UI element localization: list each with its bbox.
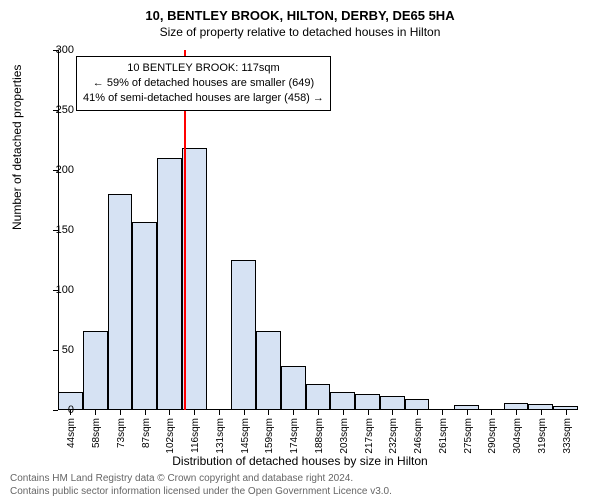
x-tick-label: 159sqm bbox=[264, 418, 275, 454]
attribution-footer: Contains HM Land Registry data © Crown c… bbox=[10, 472, 392, 498]
histogram-bar bbox=[108, 194, 133, 410]
histogram-bar bbox=[256, 331, 281, 410]
footer-line2: Contains public sector information licen… bbox=[10, 485, 392, 498]
chart-title-address: 10, BENTLEY BROOK, HILTON, DERBY, DE65 5… bbox=[0, 8, 600, 23]
x-tick bbox=[318, 410, 319, 415]
x-tick bbox=[566, 410, 567, 415]
info-box: 10 BENTLEY BROOK: 117sqm← 59% of detache… bbox=[76, 56, 331, 111]
x-tick bbox=[145, 410, 146, 415]
histogram-bar bbox=[380, 396, 405, 410]
x-tick-label: 73sqm bbox=[116, 418, 127, 448]
x-tick-label: 174sqm bbox=[289, 418, 300, 454]
x-tick-label: 261sqm bbox=[438, 418, 449, 454]
y-tick bbox=[53, 410, 58, 411]
footer-line1: Contains HM Land Registry data © Crown c… bbox=[10, 472, 392, 485]
x-tick-label: 304sqm bbox=[512, 418, 523, 454]
x-tick-label: 87sqm bbox=[141, 418, 152, 448]
x-axis-label: Distribution of detached houses by size … bbox=[0, 454, 600, 468]
x-tick-label: 116sqm bbox=[190, 418, 201, 453]
x-tick-label: 246sqm bbox=[413, 418, 424, 454]
x-tick-label: 290sqm bbox=[487, 418, 498, 454]
x-tick bbox=[491, 410, 492, 415]
x-tick-label: 333sqm bbox=[562, 418, 573, 454]
y-tick-label: 100 bbox=[56, 284, 74, 296]
histogram-bar bbox=[157, 158, 182, 410]
x-tick-label: 44sqm bbox=[66, 418, 77, 448]
histogram-bar bbox=[83, 331, 108, 410]
info-line2: ← 59% of detached houses are smaller (64… bbox=[83, 76, 324, 91]
chart-plot-area: 10 BENTLEY BROOK: 117sqm← 59% of detache… bbox=[58, 50, 578, 410]
x-tick-label: 217sqm bbox=[364, 418, 375, 454]
histogram-bar bbox=[231, 260, 256, 410]
x-tick bbox=[417, 410, 418, 415]
y-tick bbox=[53, 350, 58, 351]
x-tick-label: 232sqm bbox=[388, 418, 399, 454]
x-tick-label: 131sqm bbox=[215, 418, 226, 454]
x-tick bbox=[268, 410, 269, 415]
x-tick bbox=[392, 410, 393, 415]
x-tick bbox=[442, 410, 443, 415]
x-tick bbox=[467, 410, 468, 415]
x-tick bbox=[516, 410, 517, 415]
y-tick-label: 150 bbox=[56, 224, 74, 236]
x-tick bbox=[169, 410, 170, 415]
histogram-bar bbox=[355, 394, 380, 410]
y-tick-label: 200 bbox=[56, 164, 74, 176]
info-line1: 10 BENTLEY BROOK: 117sqm bbox=[83, 61, 324, 76]
x-tick-label: 188sqm bbox=[314, 418, 325, 454]
y-tick-label: 50 bbox=[62, 344, 74, 356]
x-tick bbox=[343, 410, 344, 415]
x-tick bbox=[219, 410, 220, 415]
y-tick-label: 300 bbox=[56, 44, 74, 56]
x-tick-label: 319sqm bbox=[537, 418, 548, 454]
y-tick-label: 0 bbox=[68, 404, 74, 416]
x-tick-label: 58sqm bbox=[91, 418, 102, 448]
x-tick bbox=[293, 410, 294, 415]
x-tick-label: 203sqm bbox=[339, 418, 350, 454]
histogram-bar bbox=[330, 392, 355, 410]
x-tick bbox=[541, 410, 542, 415]
histogram-bar bbox=[306, 384, 331, 410]
x-tick bbox=[120, 410, 121, 415]
histogram-bar bbox=[504, 403, 529, 410]
x-tick bbox=[244, 410, 245, 415]
x-tick-label: 275sqm bbox=[463, 418, 474, 454]
x-tick bbox=[194, 410, 195, 415]
x-tick-label: 145sqm bbox=[240, 418, 251, 454]
histogram-bar bbox=[132, 222, 157, 410]
info-line3: 41% of semi-detached houses are larger (… bbox=[83, 91, 324, 106]
x-tick bbox=[95, 410, 96, 415]
histogram-bar bbox=[405, 399, 430, 410]
histogram-bar bbox=[281, 366, 306, 410]
x-tick-label: 102sqm bbox=[165, 418, 176, 454]
chart-subtitle: Size of property relative to detached ho… bbox=[0, 25, 600, 39]
x-tick bbox=[368, 410, 369, 415]
y-tick-label: 250 bbox=[56, 104, 74, 116]
y-axis-label: Number of detached properties bbox=[10, 65, 24, 230]
